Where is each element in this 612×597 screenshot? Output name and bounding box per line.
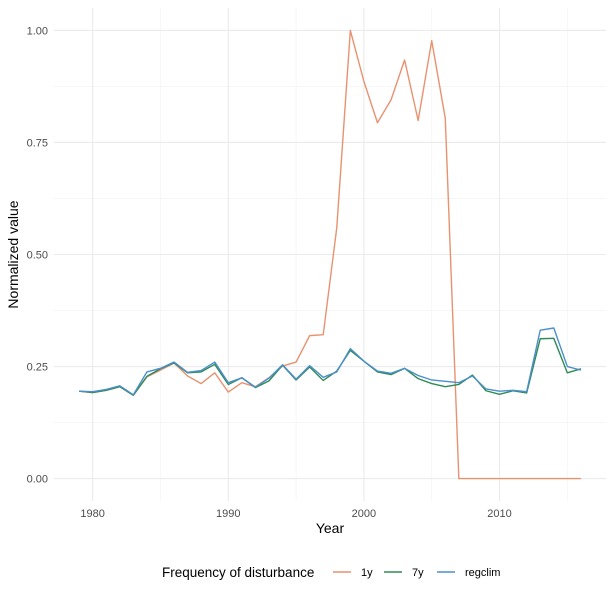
x-tick-labels: 1980 1990 2000 2010 xyxy=(80,508,511,520)
legend-title: Frequency of disturbance xyxy=(162,565,314,580)
y-tick-label: 1.00 xyxy=(27,25,48,37)
y-tick-label: 0.75 xyxy=(27,137,48,149)
legend: Frequency of disturbance 1y 7y regclim xyxy=(162,565,500,580)
x-tick-label: 1990 xyxy=(216,508,240,520)
series-lines xyxy=(79,29,582,480)
legend-label-regclim: regclim xyxy=(465,567,500,579)
series-line-1y xyxy=(79,29,581,480)
legend-label-1y: 1y xyxy=(361,567,373,579)
y-tick-labels: 0.00 0.25 0.50 0.75 1.00 xyxy=(27,25,48,485)
y-tick-label: 0.50 xyxy=(27,250,48,262)
x-axis-title: Year xyxy=(316,520,345,536)
y-tick-label: 0.00 xyxy=(27,474,48,486)
x-tick-label: 2010 xyxy=(487,508,511,520)
y-tick-label: 0.25 xyxy=(27,362,48,374)
x-tick-label: 2000 xyxy=(352,508,376,520)
y-axis-title: Normalized value xyxy=(5,200,21,308)
x-tick-label: 1980 xyxy=(80,508,104,520)
legend-label-7y: 7y xyxy=(412,567,424,579)
grid xyxy=(54,8,606,501)
series-line-regclim xyxy=(79,327,582,396)
